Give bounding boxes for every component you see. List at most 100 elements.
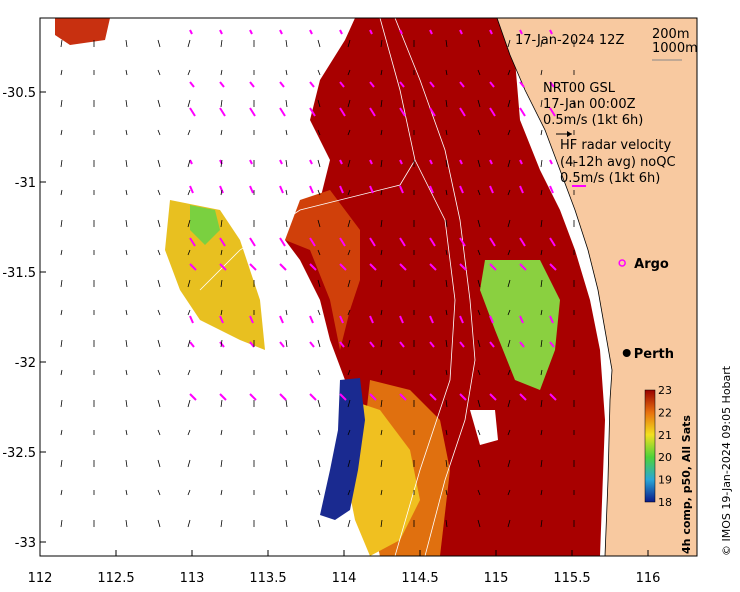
gsl-arrow (519, 29, 523, 35)
velocity-arrow (220, 189, 223, 196)
gsl-arrow (489, 185, 494, 194)
gsl-arrow (429, 263, 437, 271)
velocity-arrow (540, 429, 543, 436)
gsl-arrow (429, 107, 436, 117)
velocity-arrow (380, 309, 383, 316)
velocity-arrow (157, 99, 161, 108)
velocity-arrow (540, 489, 543, 496)
velocity-arrow (347, 69, 351, 76)
gsl-arrow (189, 29, 193, 35)
x-tick-label: 113 (180, 571, 205, 586)
gsl-arrow (519, 393, 527, 401)
perth-label: Perth (634, 347, 674, 362)
velocity-arrow (477, 129, 481, 136)
velocity-arrow (157, 519, 161, 528)
velocity-arrow (477, 159, 481, 168)
velocity-arrow (317, 309, 321, 316)
map-frame (39, 17, 698, 557)
velocity-arrow (347, 519, 351, 528)
gsl-arrow (459, 315, 464, 324)
x-tick-label: 115.5 (553, 571, 590, 586)
velocity-arrow (157, 129, 161, 136)
gsl-arrow (459, 263, 467, 271)
velocity-arrow (60, 129, 63, 136)
gsl-arrow (429, 341, 435, 348)
velocity-arrow (285, 459, 288, 468)
velocity-arrow (187, 129, 191, 136)
x-tick-label: 116 (636, 571, 661, 586)
gsl-arrow (459, 29, 463, 35)
velocity-arrow (187, 39, 191, 48)
velocity-arrow (445, 279, 448, 288)
gsl-arrow (279, 263, 287, 271)
velocity-arrow (157, 369, 161, 376)
gsl-arrow (489, 237, 496, 247)
gsl-arrow (369, 263, 377, 271)
velocity-arrow (187, 99, 191, 108)
velocity-arrow (540, 159, 543, 168)
x-tick-label: 112.5 (97, 571, 134, 586)
gsl-arrow (219, 237, 226, 247)
velocity-arrow (317, 129, 321, 136)
velocity-arrow (477, 519, 481, 528)
velocity-arrow (157, 489, 161, 496)
velocity-arrow (317, 429, 321, 436)
velocity-arrow (445, 519, 448, 528)
velocity-arrow (347, 369, 351, 376)
velocity-arrow (507, 309, 511, 316)
velocity-arrow (187, 159, 191, 168)
velocity-arrow (187, 489, 191, 496)
gsl-arrow (309, 315, 314, 324)
velocity-arrow (60, 219, 63, 228)
velocity-arrow (477, 39, 481, 48)
colorbar-tick-label: 21 (658, 429, 672, 442)
gsl-arrow (549, 159, 553, 165)
gsl-arrow (519, 315, 524, 324)
gsl-arrow (429, 315, 434, 324)
velocity-arrow (380, 369, 383, 376)
gsl-arrow (279, 315, 284, 324)
velocity-arrow (125, 459, 128, 468)
gsl-arrow (399, 263, 407, 271)
gsl-arrow (489, 107, 496, 117)
gsl-arrow (339, 81, 345, 88)
gsl-arrow (339, 29, 343, 35)
velocity-arrow (540, 519, 543, 528)
velocity-arrow (507, 519, 511, 528)
gsl-arrow (519, 81, 525, 88)
y-tick-label: -30.5 (2, 86, 36, 101)
gsl-arrow (339, 159, 343, 165)
colorbar-gradient (644, 389, 656, 503)
radar-title: HF radar velocity (560, 138, 672, 153)
velocity-arrow (380, 99, 383, 108)
sst-coastal-green (480, 260, 560, 390)
velocity-arrow (347, 219, 351, 228)
velocity-arrow (380, 159, 383, 168)
contour-label-1000m: 1000m (652, 41, 698, 56)
velocity-arrow (317, 189, 321, 196)
velocity-arrow (187, 309, 191, 316)
velocity-arrow (477, 69, 481, 76)
gsl-arrow (399, 81, 405, 88)
velocity-arrow (507, 489, 511, 496)
velocity-arrow (317, 519, 321, 528)
velocity-arrow (317, 159, 321, 168)
velocity-arrow (285, 309, 288, 316)
argo-label: Argo (634, 257, 669, 272)
velocity-arrow (477, 369, 481, 376)
velocity-arrow (380, 489, 383, 496)
velocity-arrow (540, 369, 543, 376)
gsl-arrow (249, 315, 254, 324)
velocity-arrow (60, 279, 63, 288)
velocity-arrow (380, 129, 383, 136)
velocity-arrow (347, 129, 351, 136)
velocity-arrow (540, 129, 543, 136)
radar-avg: (4-12h avg) noQC (560, 155, 676, 170)
velocity-arrow (187, 519, 191, 528)
gsl-arrow (459, 185, 464, 194)
gsl-current-arrows (189, 29, 557, 401)
gsl-arrow (249, 393, 257, 401)
velocity-arrow (540, 459, 543, 468)
velocity-arrow (157, 159, 161, 168)
velocity-arrow (347, 489, 351, 496)
